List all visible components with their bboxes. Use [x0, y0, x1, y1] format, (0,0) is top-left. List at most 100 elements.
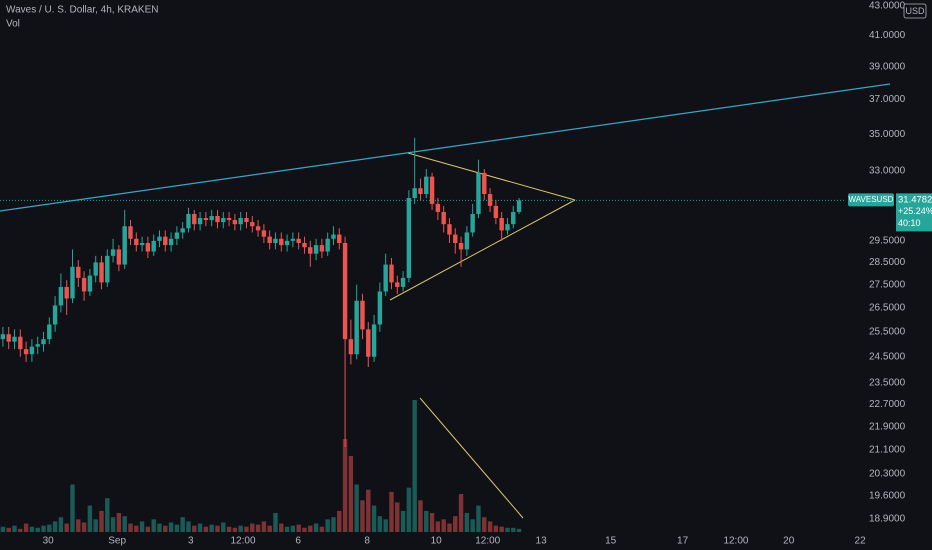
- volume-bar: [145, 526, 151, 532]
- y-tick-label: 35.0000: [869, 129, 906, 140]
- chart-title: Waves / U. S. Dollar, 4h, KRAKEN: [6, 5, 158, 16]
- candle-body: [395, 282, 400, 287]
- last-price-label: 31.4782: [898, 194, 932, 205]
- x-tick-label: 8: [364, 536, 370, 547]
- volume-bar: [429, 512, 435, 532]
- volume-bar: [493, 525, 499, 532]
- volume-bar: [186, 521, 191, 532]
- volume-bar: [87, 505, 93, 532]
- x-tick-label: 10: [431, 536, 443, 547]
- candle-body: [139, 242, 145, 246]
- volume-bar: [70, 484, 75, 532]
- candle-body: [93, 262, 98, 276]
- candle-body: [145, 242, 151, 252]
- candle-body: [41, 339, 46, 345]
- volume-bar: [116, 512, 122, 532]
- candle-body: [453, 234, 458, 243]
- candle-layer: [0, 137, 522, 448]
- candle-body: [238, 218, 243, 225]
- candle-body: [87, 275, 93, 292]
- volume-bar: [447, 523, 452, 532]
- volume-bar: [389, 491, 394, 532]
- y-tick-label: 33.0000: [869, 166, 906, 177]
- volume-bar: [151, 519, 156, 532]
- volume-bar: [23, 523, 29, 532]
- candle-body: [180, 228, 185, 233]
- candle-body: [348, 339, 354, 355]
- candle-body: [487, 194, 493, 206]
- volume-bar: [168, 522, 174, 532]
- candle-body: [366, 329, 371, 357]
- volume-bar: [197, 523, 203, 532]
- candle-body: [308, 247, 313, 254]
- x-tick-label: 12:00: [723, 536, 748, 547]
- candle-body: [325, 238, 330, 252]
- volume-bar: [435, 521, 441, 532]
- volume-bar: [383, 519, 388, 532]
- volume-bar: [516, 528, 522, 532]
- volume-bar: [302, 527, 307, 532]
- candle-body: [163, 236, 168, 246]
- x-tick-label: 13: [536, 536, 548, 547]
- candle-body: [110, 249, 116, 256]
- volume-bar: [163, 525, 168, 532]
- volume-bar: [354, 484, 359, 532]
- candle-body: [476, 172, 481, 214]
- currency-badge[interactable]: [903, 3, 927, 19]
- y-tick-label: 29.5000: [869, 236, 906, 247]
- volume-bar: [209, 524, 214, 532]
- x-tick-label: Sep: [108, 536, 126, 547]
- candle-body: [470, 213, 475, 233]
- volume-bar: [6, 527, 11, 532]
- y-tick-label: 37.0000: [869, 94, 906, 105]
- candle-body: [134, 238, 139, 246]
- volume-trendline: [419, 397, 524, 519]
- volume-bar: [406, 487, 412, 532]
- candle-body: [464, 232, 470, 250]
- volume-bar: [319, 526, 325, 532]
- volume-bar: [296, 524, 301, 532]
- candle-body: [122, 226, 127, 265]
- candle-body: [354, 300, 359, 355]
- volume-bar: [93, 519, 98, 532]
- candle-body: [516, 200, 522, 212]
- y-tick-label: 28.5000: [869, 257, 906, 268]
- volume-bar: [64, 523, 69, 532]
- volume-bar: [400, 510, 406, 532]
- candle-body: [458, 242, 464, 250]
- volume-bar: [105, 498, 110, 532]
- volume-label: Vol: [6, 19, 20, 30]
- y-tick-label: 27.5000: [869, 279, 906, 290]
- candle-body: [424, 176, 429, 195]
- volume-bar: [412, 400, 417, 532]
- candle-body: [81, 277, 87, 292]
- candle-body: [261, 230, 267, 237]
- volume-bar: [0, 526, 6, 532]
- volume-bar: [464, 512, 470, 532]
- x-tick-label: 17: [677, 536, 689, 547]
- countdown-label: 40:10: [898, 218, 921, 228]
- candle-body: [331, 234, 336, 239]
- volume-bar: [18, 528, 23, 532]
- candle-body: [6, 334, 11, 342]
- candle-body: [99, 262, 104, 283]
- candle-body: [441, 211, 446, 225]
- candle-body: [221, 218, 226, 223]
- volume-bar: [134, 525, 139, 532]
- candle-body: [313, 245, 319, 254]
- candle-body: [284, 240, 290, 246]
- x-tick-label: 15: [605, 536, 617, 547]
- x-tick-label: 12:00: [230, 536, 255, 547]
- volume-bar: [47, 524, 52, 532]
- volume-bar: [232, 527, 238, 532]
- candle-body: [302, 242, 307, 248]
- volume-bar: [122, 516, 127, 532]
- y-tick-label: 21.9000: [869, 421, 906, 432]
- volume-bar: [35, 527, 40, 532]
- volume-bar: [250, 523, 255, 532]
- candle-body: [267, 236, 272, 243]
- volume-bar: [505, 527, 510, 532]
- candle-body: [296, 238, 301, 243]
- candle-body: [279, 238, 284, 246]
